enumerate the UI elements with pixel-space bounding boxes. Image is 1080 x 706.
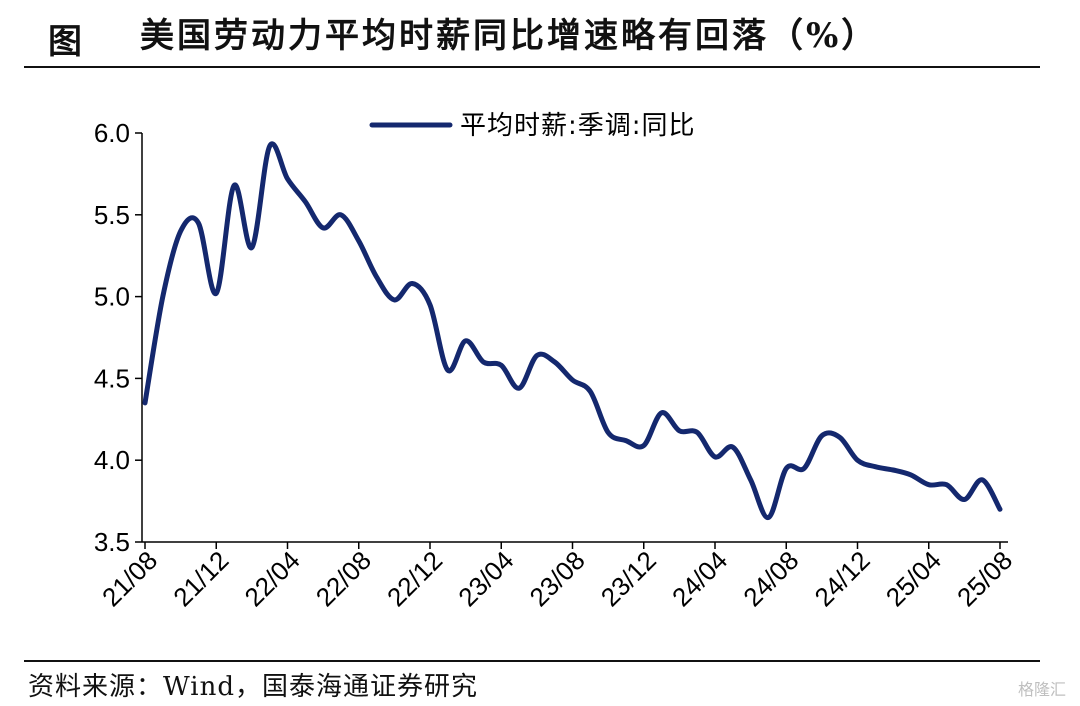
x-tick-label: 21/12 [167, 545, 234, 612]
y-axis: 3.5 4.0 4.5 5.0 5.5 6.0 [94, 118, 143, 557]
watermark-logo: 格隆汇 [1017, 680, 1066, 699]
x-tick-label: 25/04 [880, 545, 947, 612]
y-tick-label: 5.0 [94, 282, 130, 312]
x-axis: 21/08 21/12 22/04 22/08 22/12 23/04 23/08 23/12… [96, 541, 1018, 612]
y-tick-label: 5.5 [94, 200, 130, 230]
y-tick-label: 6.0 [94, 118, 130, 148]
y-tick-label: 3.5 [94, 527, 130, 557]
title-divider [24, 66, 1040, 68]
x-tick-label: 25/08 [951, 545, 1018, 612]
x-tick-label: 24/12 [809, 545, 876, 612]
source-note: 资料来源：Wind，国泰海通证券研究 [28, 672, 478, 702]
x-tick-label: 24/04 [666, 545, 733, 612]
chart-title: 美国劳动力平均时薪同比增速略有回落（%） [140, 16, 879, 56]
y-tick-label: 4.0 [94, 445, 130, 475]
legend: 平均时薪:季调:同比 [369, 111, 696, 141]
x-tick-label: 22/08 [310, 545, 377, 612]
x-tick-label: 22/04 [239, 545, 306, 612]
legend-label: 平均时薪:季调:同比 [460, 111, 696, 141]
line-chart: 3.5 4.0 4.5 5.0 5.5 6.0 21/08 21/12 22/04 22/08 2… [94, 111, 1018, 612]
chart-header: 图 [24, 6, 1064, 62]
footer-divider [24, 660, 1040, 662]
figure-prefix: 图 [48, 22, 84, 62]
x-tick-label: 23/08 [524, 545, 591, 612]
x-tick-label: 24/08 [737, 545, 804, 612]
x-tick-label: 22/12 [381, 545, 448, 612]
x-tick-label: 23/04 [452, 545, 519, 612]
series-line [142, 141, 1003, 520]
y-tick-label: 4.5 [94, 363, 130, 393]
series-layer [142, 141, 1003, 520]
x-tick-label: 23/12 [595, 545, 662, 612]
